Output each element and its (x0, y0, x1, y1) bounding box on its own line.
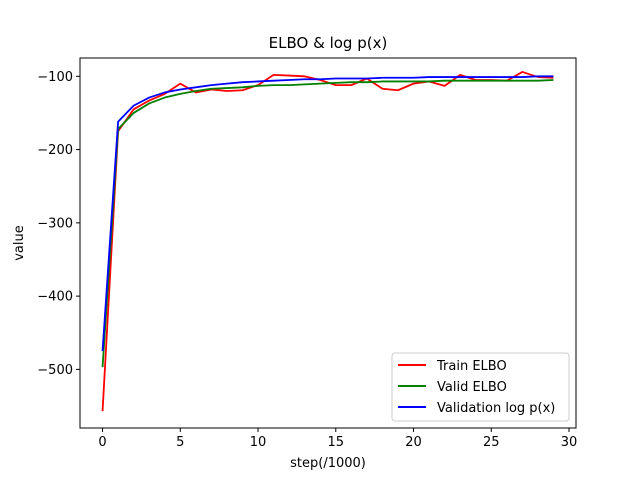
x-tick-label: 0 (98, 435, 106, 450)
y-axis-label: value (12, 225, 27, 261)
x-tick-label: 25 (483, 435, 500, 450)
y-tick-label: −200 (37, 143, 73, 158)
legend-label-valid-elbo: Valid ELBO (437, 380, 507, 395)
legend-box (391, 352, 570, 422)
x-axis-label: step(/1000) (290, 456, 366, 471)
y-tick-label: −500 (37, 363, 73, 378)
plot-lines (101, 71, 554, 412)
x-tick-label: 30 (561, 435, 578, 450)
x-tick-label: 15 (328, 435, 345, 450)
x-axis-ticks: 0 5 10 15 20 25 30 (98, 428, 577, 450)
legend-label-validation-log-px: Validation log p(x) (437, 401, 555, 416)
chart-title: ELBO & log p(x) (269, 34, 388, 52)
legend-label-train-elbo: Train ELBO (436, 359, 507, 374)
legend: Train ELBO Valid ELBO Validation log p(x… (391, 352, 570, 422)
series-line-validation-log-p-x (101, 75, 554, 352)
y-tick-label: −400 (37, 290, 73, 305)
y-tick-label: −100 (37, 70, 73, 85)
y-axis-ticks: −500 −400 −300 −200 −100 (37, 70, 80, 378)
x-tick-label: 5 (176, 435, 184, 450)
series-line-valid-elbo (101, 79, 554, 368)
plot-frame (79, 57, 577, 429)
x-tick-label: 20 (405, 435, 422, 450)
x-tick-label: 10 (250, 435, 267, 450)
y-tick-label: −300 (37, 216, 73, 231)
